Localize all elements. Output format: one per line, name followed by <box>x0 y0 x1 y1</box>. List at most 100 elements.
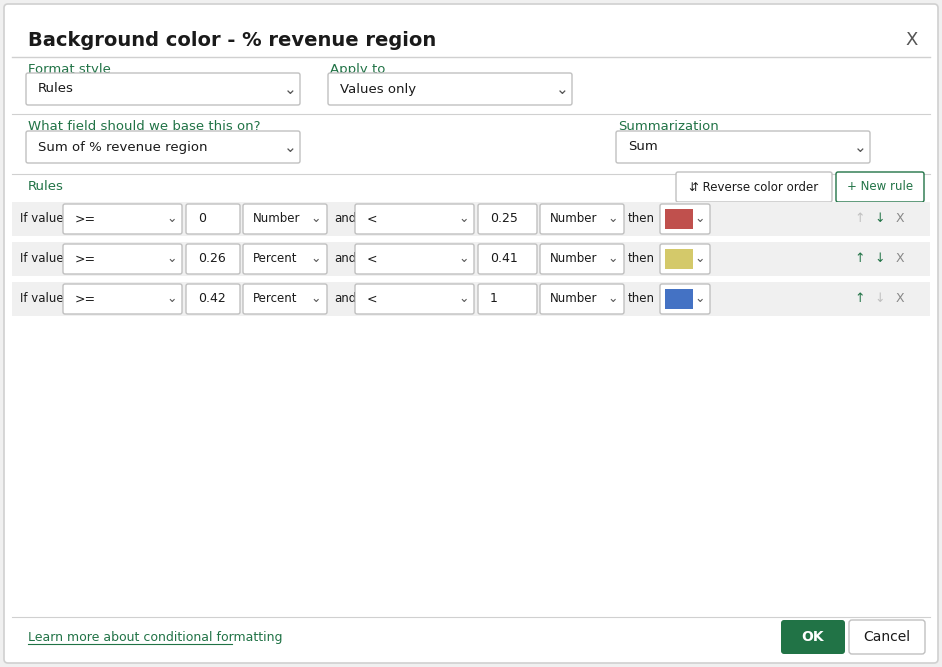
Text: ↑: ↑ <box>854 213 866 225</box>
FancyBboxPatch shape <box>26 73 300 105</box>
Text: If value: If value <box>20 293 64 305</box>
Text: ⌄: ⌄ <box>284 81 297 97</box>
Text: X: X <box>906 31 918 49</box>
Text: What field should we base this on?: What field should we base this on? <box>28 121 261 133</box>
FancyBboxPatch shape <box>836 172 924 202</box>
Text: X: X <box>896 253 904 265</box>
FancyBboxPatch shape <box>243 244 327 274</box>
FancyBboxPatch shape <box>478 284 537 314</box>
FancyBboxPatch shape <box>243 284 327 314</box>
Text: ⌄: ⌄ <box>695 293 706 305</box>
Text: ⌄: ⌄ <box>311 253 321 265</box>
Text: ⌄: ⌄ <box>556 81 568 97</box>
FancyBboxPatch shape <box>781 620 845 654</box>
FancyBboxPatch shape <box>243 204 327 234</box>
Text: 0.42: 0.42 <box>198 293 226 305</box>
Text: ↓: ↓ <box>875 253 885 265</box>
FancyBboxPatch shape <box>4 4 938 663</box>
FancyBboxPatch shape <box>186 284 240 314</box>
Text: then: then <box>628 213 655 225</box>
Text: ⌄: ⌄ <box>459 213 469 225</box>
FancyBboxPatch shape <box>26 131 300 163</box>
FancyBboxPatch shape <box>355 244 474 274</box>
Text: 0.41: 0.41 <box>490 253 518 265</box>
FancyBboxPatch shape <box>849 620 925 654</box>
FancyBboxPatch shape <box>660 244 710 274</box>
Text: ↓: ↓ <box>875 293 885 305</box>
Bar <box>665 249 693 269</box>
Text: Sum: Sum <box>628 141 658 153</box>
Text: ⌄: ⌄ <box>608 213 618 225</box>
Text: >=: >= <box>75 293 96 305</box>
Text: 0.26: 0.26 <box>198 253 226 265</box>
FancyBboxPatch shape <box>12 242 930 276</box>
Text: ↓: ↓ <box>875 213 885 225</box>
FancyBboxPatch shape <box>63 204 182 234</box>
Text: and: and <box>334 253 356 265</box>
Text: ⌄: ⌄ <box>608 293 618 305</box>
FancyBboxPatch shape <box>478 244 537 274</box>
Text: Number: Number <box>550 213 597 225</box>
Bar <box>665 289 693 309</box>
FancyBboxPatch shape <box>186 204 240 234</box>
Text: then: then <box>628 293 655 305</box>
Text: <: < <box>367 213 378 225</box>
FancyBboxPatch shape <box>355 204 474 234</box>
Text: Learn more about conditional formatting: Learn more about conditional formatting <box>28 630 283 644</box>
Text: ⌄: ⌄ <box>695 213 706 225</box>
Text: ⌄: ⌄ <box>311 293 321 305</box>
FancyBboxPatch shape <box>660 284 710 314</box>
Text: OK: OK <box>802 630 824 644</box>
Text: ⌄: ⌄ <box>608 253 618 265</box>
Text: ⌄: ⌄ <box>459 293 469 305</box>
Text: Sum of % revenue region: Sum of % revenue region <box>38 141 207 153</box>
Text: >=: >= <box>75 253 96 265</box>
Text: + New rule: + New rule <box>847 181 913 193</box>
Text: Rules: Rules <box>28 181 64 193</box>
FancyBboxPatch shape <box>328 73 572 105</box>
Text: Number: Number <box>253 213 300 225</box>
FancyBboxPatch shape <box>63 284 182 314</box>
FancyBboxPatch shape <box>12 202 930 236</box>
Text: Cancel: Cancel <box>864 630 911 644</box>
Text: 1: 1 <box>490 293 498 305</box>
FancyBboxPatch shape <box>63 244 182 274</box>
Text: then: then <box>628 253 655 265</box>
Text: Apply to: Apply to <box>330 63 385 77</box>
Text: ⇵ Reverse color order: ⇵ Reverse color order <box>690 181 819 193</box>
Text: >=: >= <box>75 213 96 225</box>
Text: X: X <box>896 293 904 305</box>
Text: Number: Number <box>550 253 597 265</box>
Text: Background color - % revenue region: Background color - % revenue region <box>28 31 436 49</box>
Text: ⌄: ⌄ <box>695 253 706 265</box>
Text: Summarization: Summarization <box>618 121 719 133</box>
Text: ↑: ↑ <box>854 253 866 265</box>
Text: Percent: Percent <box>253 293 298 305</box>
Text: ⌄: ⌄ <box>853 139 867 155</box>
FancyBboxPatch shape <box>478 204 537 234</box>
FancyBboxPatch shape <box>540 244 624 274</box>
FancyBboxPatch shape <box>12 282 930 316</box>
Text: ⌄: ⌄ <box>167 293 177 305</box>
FancyBboxPatch shape <box>186 244 240 274</box>
FancyBboxPatch shape <box>660 204 710 234</box>
Text: and: and <box>334 213 356 225</box>
FancyBboxPatch shape <box>540 204 624 234</box>
Text: X: X <box>896 213 904 225</box>
Text: If value: If value <box>20 213 64 225</box>
Text: Percent: Percent <box>253 253 298 265</box>
Text: Number: Number <box>550 293 597 305</box>
Text: <: < <box>367 253 378 265</box>
Text: ⌄: ⌄ <box>167 253 177 265</box>
Text: Rules: Rules <box>38 83 73 95</box>
Text: and: and <box>334 293 356 305</box>
Text: ⌄: ⌄ <box>311 213 321 225</box>
Text: 0: 0 <box>198 213 206 225</box>
Text: ↑: ↑ <box>854 293 866 305</box>
FancyBboxPatch shape <box>676 172 832 202</box>
Text: Values only: Values only <box>340 83 416 95</box>
Text: ⌄: ⌄ <box>459 253 469 265</box>
FancyBboxPatch shape <box>540 284 624 314</box>
FancyBboxPatch shape <box>616 131 870 163</box>
Text: <: < <box>367 293 378 305</box>
